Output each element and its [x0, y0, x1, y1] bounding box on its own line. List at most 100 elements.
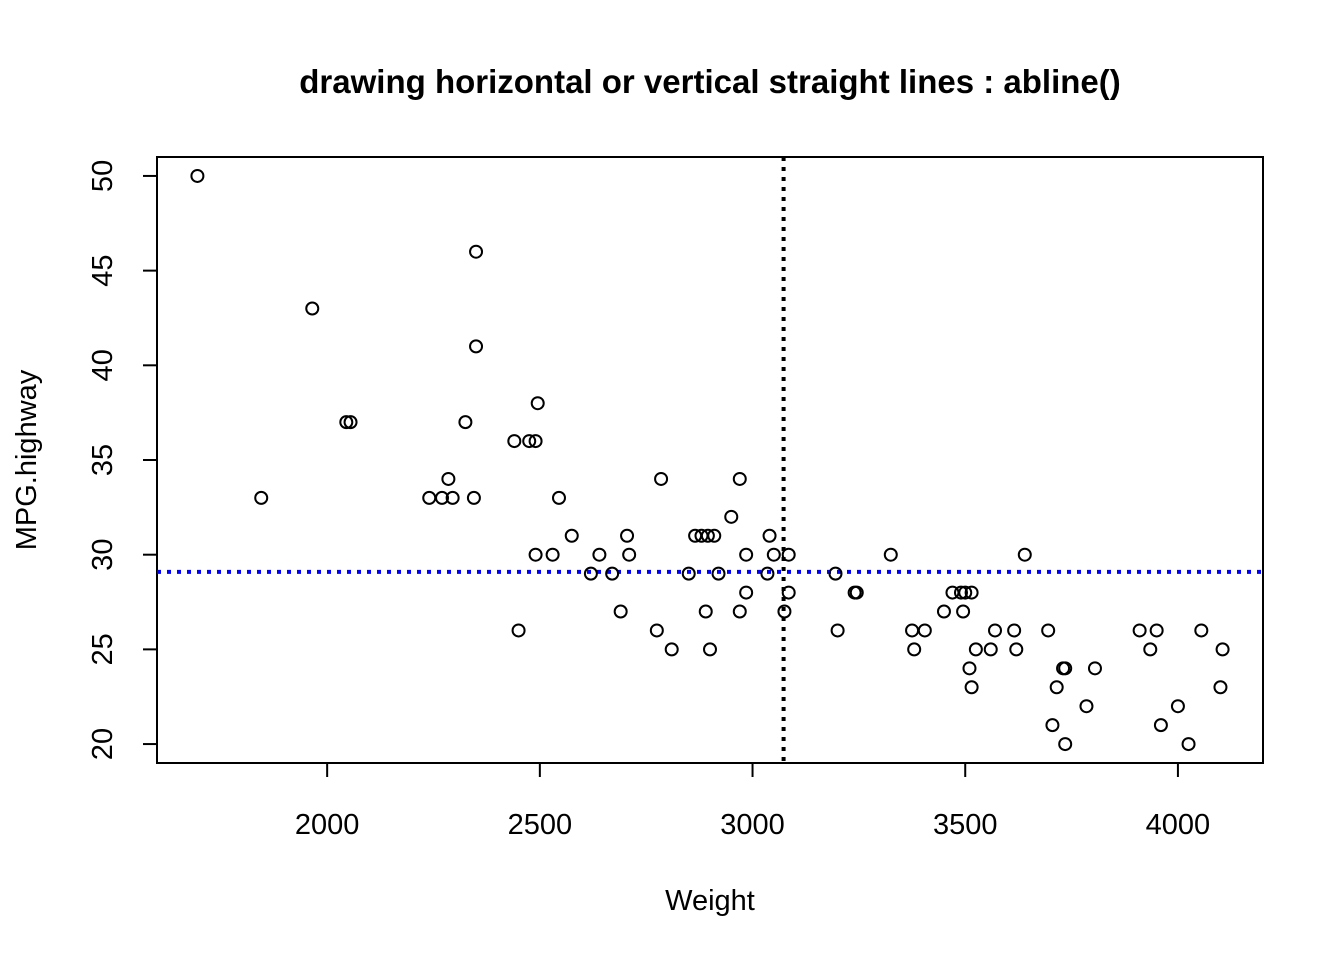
data-point: [530, 396, 545, 411]
data-point: [1181, 737, 1196, 752]
y-tick-label: 25: [87, 633, 119, 665]
y-tick-label: 50: [87, 160, 119, 192]
data-point: [956, 604, 971, 619]
data-point: [760, 566, 775, 581]
data-point: [698, 604, 713, 619]
data-point: [983, 642, 998, 657]
data-point: [528, 547, 543, 562]
data-point: [435, 490, 450, 505]
data-point: [511, 623, 526, 638]
data-point: [654, 471, 669, 486]
data-point: [190, 168, 205, 183]
data-point: [1058, 661, 1073, 676]
y-tick-label: 40: [87, 349, 119, 381]
data-point: [1041, 623, 1056, 638]
data-point: [968, 642, 983, 657]
data-point: [703, 642, 717, 657]
data-point: [441, 471, 456, 486]
data-point: [907, 642, 922, 657]
data-point: [469, 339, 484, 354]
data-point: [620, 528, 635, 543]
data-point: [469, 244, 484, 259]
data-point: [828, 566, 843, 581]
y-tick-label: 20: [87, 728, 119, 760]
data-point: [1017, 547, 1032, 562]
data-point: [700, 528, 715, 543]
data-point: [1132, 623, 1147, 638]
data-point: [988, 623, 1003, 638]
data-points: [190, 168, 1230, 752]
plot-area-box: [156, 156, 1264, 764]
data-point: [466, 490, 481, 505]
data-point: [964, 680, 979, 695]
x-tick-label: 2500: [508, 809, 573, 841]
data-point: [422, 490, 437, 505]
data-point: [953, 585, 968, 600]
data-point: [507, 434, 522, 449]
data-point: [305, 301, 320, 316]
data-point: [732, 471, 747, 486]
data-point: [592, 547, 607, 562]
data-point: [707, 528, 722, 543]
data-point: [739, 547, 754, 562]
data-point: [1007, 623, 1022, 638]
data-point: [762, 528, 777, 543]
data-point: [681, 566, 696, 581]
data-point: [1194, 623, 1209, 638]
x-tick-label: 2000: [295, 809, 360, 841]
data-point: [545, 547, 560, 562]
data-point: [964, 585, 979, 600]
data-point: [583, 566, 598, 581]
data-point: [781, 547, 796, 562]
data-point: [343, 415, 358, 430]
data-point: [605, 566, 620, 581]
data-point: [711, 566, 726, 581]
data-point: [936, 604, 951, 619]
y-tick-label: 35: [87, 444, 119, 476]
x-tick-label: 3500: [933, 809, 998, 841]
chart-title: drawing horizontal or vertical straight …: [299, 63, 1120, 100]
data-point: [622, 547, 637, 562]
data-point: [905, 623, 920, 638]
data-point: [254, 490, 269, 505]
data-point: [781, 585, 796, 600]
data-point: [528, 434, 543, 449]
data-point: [777, 604, 792, 619]
data-point: [1079, 699, 1094, 714]
data-point: [962, 661, 977, 676]
y-tick-label: 30: [87, 539, 119, 571]
data-point: [1058, 737, 1073, 752]
data-point: [1045, 718, 1060, 733]
y-axis-label: MPG.highway: [11, 369, 43, 550]
data-point: [551, 490, 566, 505]
data-point: [649, 623, 664, 638]
data-point: [830, 623, 845, 638]
data-point: [849, 585, 864, 600]
data-point: [1215, 642, 1230, 657]
data-point: [522, 434, 537, 449]
data-point: [458, 415, 473, 430]
x-tick-label: 3000: [720, 809, 785, 841]
data-point: [664, 642, 679, 657]
data-point: [724, 509, 739, 524]
data-point: [1170, 699, 1185, 714]
data-point: [732, 604, 747, 619]
data-point: [1153, 718, 1168, 733]
data-point: [766, 547, 781, 562]
data-point: [1049, 680, 1064, 695]
data-point: [613, 604, 628, 619]
data-point: [958, 585, 973, 600]
y-tick-label: 45: [87, 254, 119, 286]
data-point: [1087, 661, 1102, 676]
x-axis: 2000 2500 3000 3500 4000: [295, 762, 1211, 841]
data-point: [339, 415, 354, 430]
data-point: [739, 585, 754, 600]
data-point: [564, 528, 579, 543]
data-point: [1149, 623, 1164, 638]
data-point: [445, 490, 460, 505]
data-point: [1213, 680, 1228, 695]
data-point: [917, 623, 932, 638]
x-axis-label: Weight: [665, 885, 755, 917]
x-tick-label: 4000: [1146, 809, 1211, 841]
